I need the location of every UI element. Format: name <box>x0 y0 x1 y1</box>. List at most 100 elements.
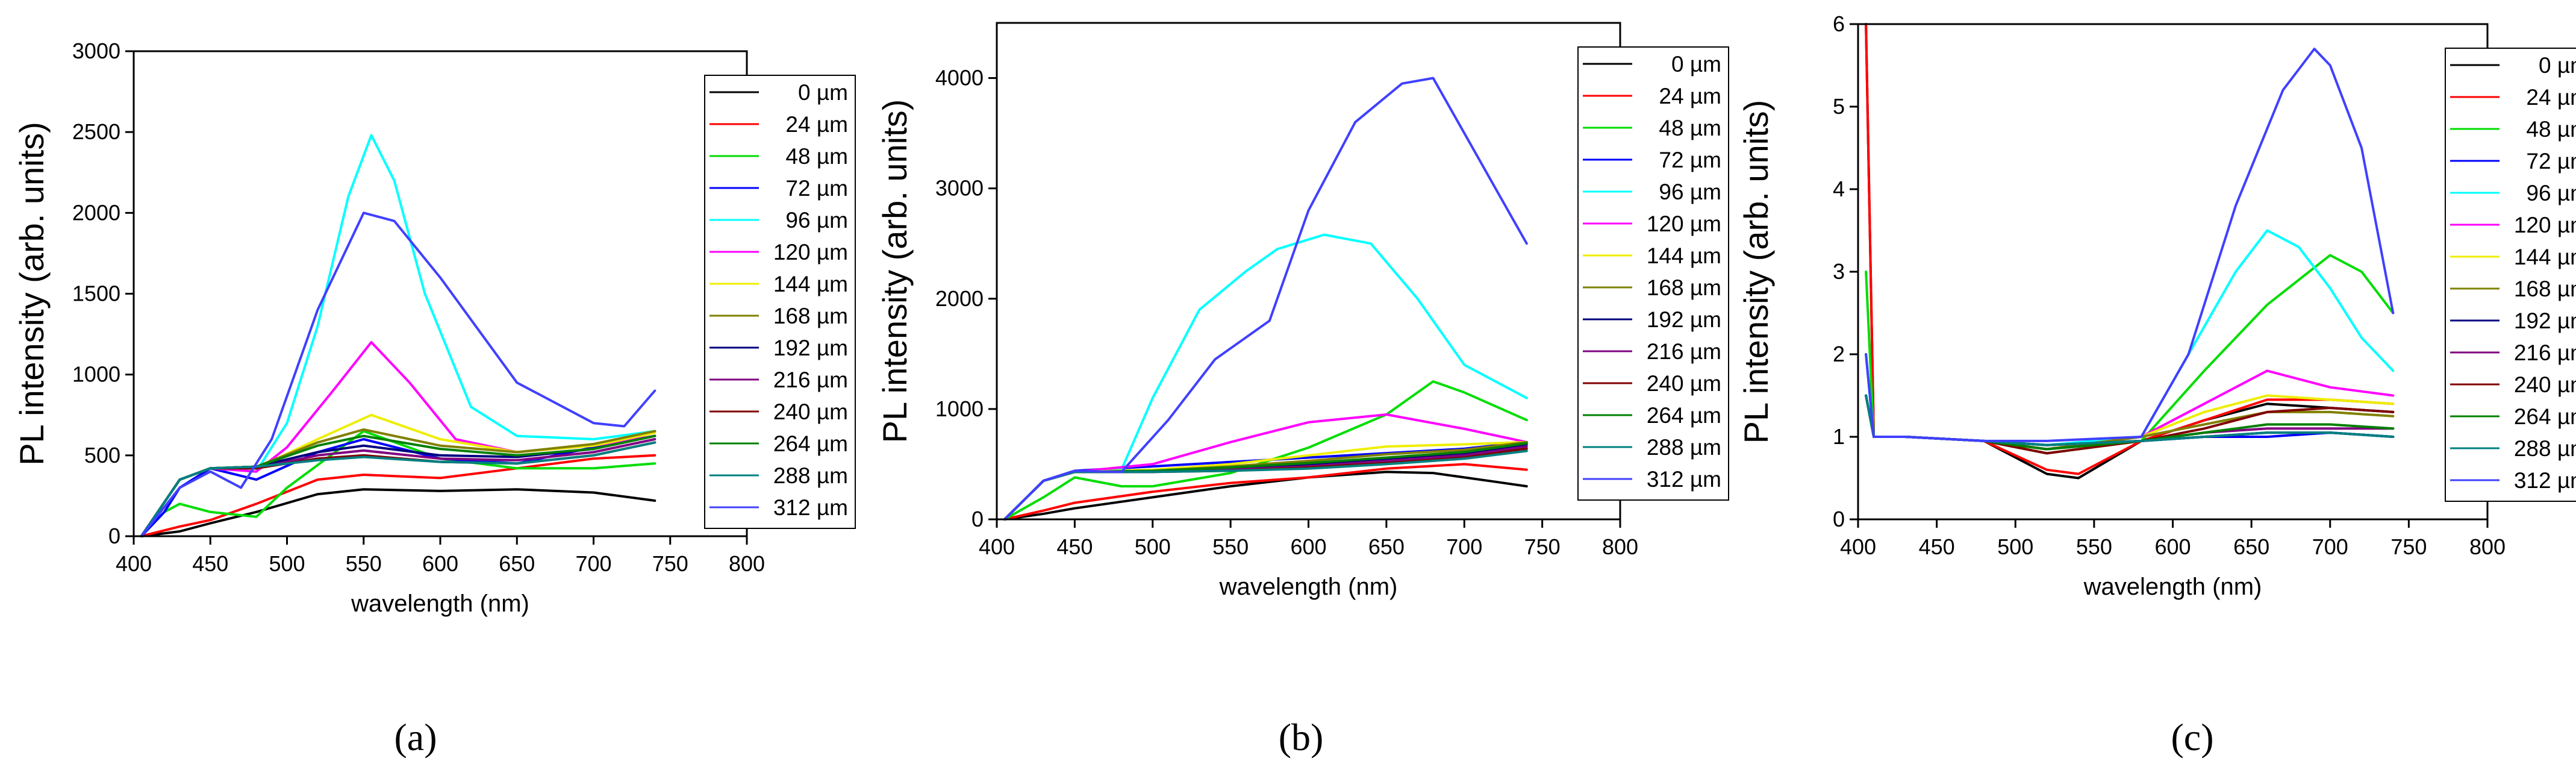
series-line-288um <box>140 441 656 537</box>
y-tick-label: 6 <box>1833 11 1845 36</box>
y-tick-label: 2000 <box>72 200 120 225</box>
series-line-312um <box>140 211 656 537</box>
y-axis-title: PL intensity (arb. units) <box>1737 100 1775 444</box>
legend-label: 72 µm <box>1659 148 1721 172</box>
x-tick-label: 400 <box>979 534 1015 559</box>
x-tick-label: 500 <box>269 551 305 576</box>
y-tick-label: 1000 <box>72 362 120 387</box>
x-axis-title: wavelength (nm) <box>351 590 529 617</box>
legend-box <box>2445 48 2576 502</box>
y-tick-label: 3 <box>1833 259 1845 284</box>
legend-label: 312 µm <box>1647 467 1721 492</box>
legend-label: 0 µm <box>798 80 848 105</box>
legend-label: 288 µm <box>773 463 848 488</box>
x-tick-label: 600 <box>2154 534 2191 559</box>
y-axis-title: PL intensity (arb. units) <box>876 99 914 443</box>
y-tick-label: 3000 <box>72 39 120 63</box>
y-tick-label: 0 <box>1833 507 1845 531</box>
x-tick-label: 450 <box>1056 534 1093 559</box>
legend-label: 72 µm <box>2526 149 2576 174</box>
series-line-24um <box>140 454 656 537</box>
legend: 0 µm 24 µm 48 µm 72 µm 96 µm 120 µm 144 µm 168 … <box>2445 48 2576 502</box>
legend-label: 0 µm <box>1671 52 1721 77</box>
series-line-312um <box>1865 48 2395 442</box>
y-axis-title: PL intensity (arb. units) <box>13 122 51 466</box>
y-tick-label: 3000 <box>935 176 984 201</box>
x-tick-label: 750 <box>652 551 688 576</box>
x-tick-label: 700 <box>1446 534 1482 559</box>
legend-label: 240 µm <box>773 399 848 424</box>
legend-label: 72 µm <box>785 176 848 201</box>
x-tick-label: 700 <box>575 551 611 576</box>
chart-panel-a: 400 450 500 550 600 650 700 750 800 0 500 1000 1500 2… <box>13 39 856 759</box>
series-line-48um <box>140 430 656 537</box>
x-tick-label: 800 <box>1602 534 1638 559</box>
panels: 400 450 500 550 600 650 700 750 8000500100015002… <box>13 11 2576 759</box>
legend-label: 312 µm <box>773 495 848 520</box>
y-tick-label: 5 <box>1833 94 1845 119</box>
x-tick-label: 650 <box>499 551 535 576</box>
plot-frame <box>1857 23 2489 521</box>
legend-label: 120 µm <box>2514 213 2576 237</box>
x-axis-title: wavelength (nm) <box>1219 574 1398 600</box>
legend-label: 216 µm <box>1647 339 1721 364</box>
legend-label: 0 µm <box>2539 53 2576 78</box>
legend-label: 216 µm <box>773 368 848 392</box>
x-tick-label: 800 <box>729 551 765 576</box>
y-tick-label: 2 <box>1833 342 1845 366</box>
series-line-312um <box>1003 77 1528 521</box>
legend-label: 264 µm <box>1647 403 1721 428</box>
legend-label: 192 µm <box>2514 308 2576 333</box>
legend-label: 216 µm <box>2514 340 2576 365</box>
x-tick-label: 600 <box>422 551 458 576</box>
y-tick-label: 1000 <box>935 396 984 421</box>
legend-label: 96 µm <box>1659 180 1721 204</box>
legend-label: 168 µm <box>773 304 848 328</box>
x-tick-label: 750 <box>1524 534 1561 559</box>
x-tick-label: 400 <box>1840 534 1876 559</box>
legend-box <box>1577 46 1729 501</box>
series-line-48um <box>1003 380 1528 521</box>
y-tick-label: 500 <box>84 443 120 468</box>
x-tick-label: 450 <box>1919 534 1955 559</box>
y-tick-label: 0 <box>971 507 984 531</box>
x-tick-label: 600 <box>1290 534 1326 559</box>
panel-label: (a) <box>394 716 437 759</box>
legend-box <box>704 75 856 529</box>
x-tick-label: 500 <box>1135 534 1171 559</box>
x-tick-label: 550 <box>1212 534 1249 559</box>
legend-label: 96 µm <box>2526 181 2576 205</box>
series-line-0um <box>1003 471 1528 521</box>
chart-panel-b: 400 450 500 550 600 650 700 750 800 0 1000 2000 3000… <box>876 22 1729 759</box>
legend-label: 312 µm <box>2514 468 2576 493</box>
legend-label: 48 µm <box>1659 116 1721 140</box>
legend-label: 168 µm <box>2514 277 2576 301</box>
x-tick-label: 800 <box>2469 534 2506 559</box>
x-tick-label: 450 <box>192 551 228 576</box>
legend-label: 288 µm <box>1647 435 1721 460</box>
x-tick-label: 550 <box>346 551 382 576</box>
y-tick-label: 1500 <box>72 281 120 306</box>
y-tick-label: 4000 <box>935 66 984 90</box>
legend-label: 240 µm <box>1647 371 1721 396</box>
legend: 0 µm 24 µm 48 µm 72 µm 96 µm 120 µm 144 µm 168 … <box>704 75 856 529</box>
legend-label: 168 µm <box>1647 275 1721 300</box>
legend-label: 192 µm <box>773 336 848 360</box>
legend-label: 144 µm <box>2514 245 2576 269</box>
x-tick-label: 500 <box>1997 534 2033 559</box>
legend-label: 144 µm <box>1647 243 1721 268</box>
y-tick-label: 1 <box>1833 424 1845 449</box>
x-tick-label: 400 <box>116 551 152 576</box>
legend-label: 48 µm <box>2526 117 2576 142</box>
legend-label: 120 µm <box>1647 211 1721 236</box>
x-tick-label: 650 <box>1368 534 1405 559</box>
series-line-24um <box>1003 463 1528 521</box>
legend-label: 24 µm <box>1659 84 1721 108</box>
panel-label: (b) <box>1279 716 1324 759</box>
x-axis-title: wavelength (nm) <box>2083 574 2262 600</box>
legend-label: 24 µm <box>785 112 848 137</box>
legend-label: 48 µm <box>785 144 848 169</box>
chart-panel-c: 400 450 500 550 600 650 700 750 800 0 1 2 3 4 5 6 wavele… <box>1737 11 2576 759</box>
panel-label: (c) <box>2171 716 2213 759</box>
